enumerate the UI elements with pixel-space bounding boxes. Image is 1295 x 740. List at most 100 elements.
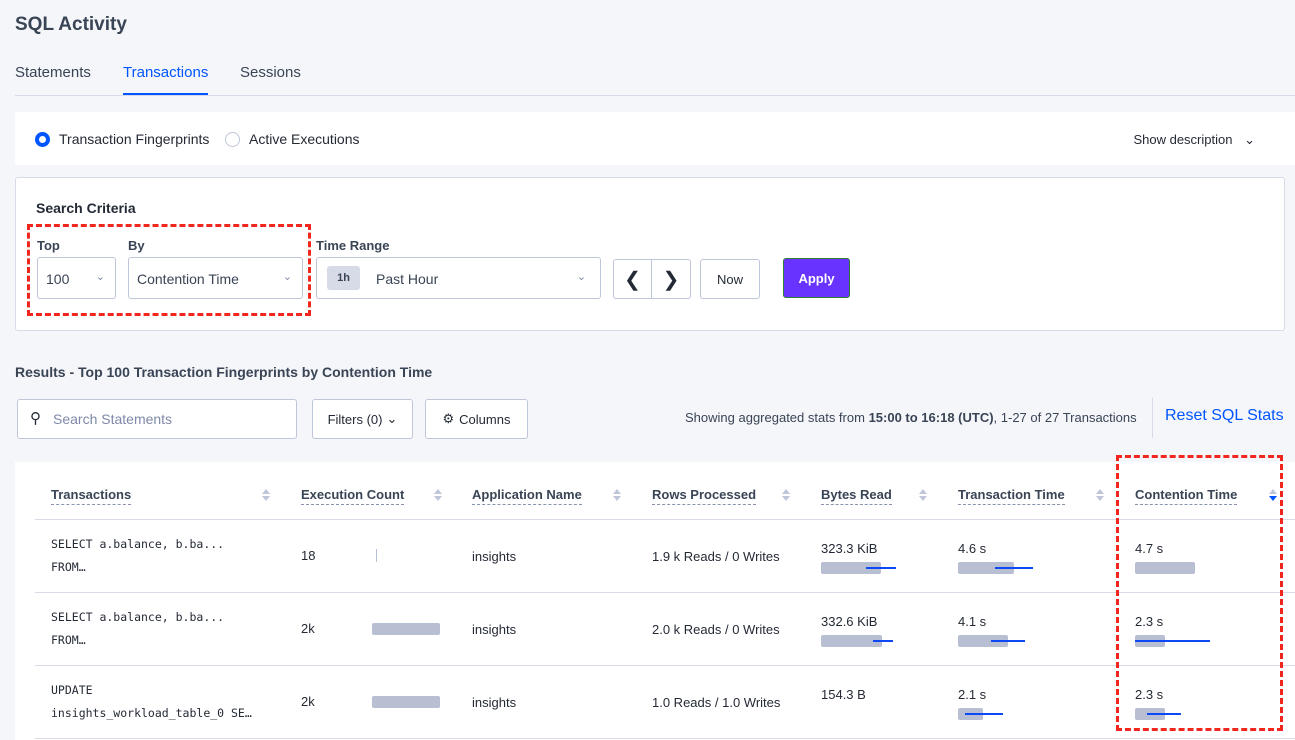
row-divider [35,592,1295,593]
radio-transaction-fingerprints[interactable] [35,132,50,147]
row-divider [35,519,1295,520]
row-divider [35,665,1295,666]
radio-label[interactable]: Transaction Fingerprints [59,131,210,147]
bar-mean [958,562,1014,574]
page-title: SQL Activity [15,14,127,35]
transactions-table [15,462,1295,740]
next-time-button[interactable]: ❯ [651,259,691,299]
sort-descending-icon [1269,496,1277,501]
execution-count: 2k [301,694,315,709]
search-placeholder: Search Statements [53,411,173,427]
bar-deviation [1135,640,1210,642]
highlight-box [27,224,311,316]
top-value: 100 [46,271,70,287]
show-description-label: Show description [1133,132,1233,147]
sort-descending-icon [434,496,442,501]
column-header-transaction-time[interactable]: Transaction Time [958,487,1065,505]
column-header-execution-count[interactable]: Execution Count [301,487,405,505]
time-badge: 1h [327,266,360,290]
sort-ascending-icon [919,489,927,494]
search-criteria-heading: Search Criteria [36,200,136,216]
chevron-down-icon: ⌄ [95,271,105,283]
radio-label[interactable]: Active Executions [249,131,360,147]
columns-label: Columns [459,411,511,427]
sort-descending-icon [1096,496,1104,501]
by-value: Contention Time [137,271,239,287]
time-range-value: Past Hour [376,271,439,287]
bar-deviation [1147,713,1181,715]
search-criteria-panel: Search Criteria Top By Time Range 100 ⌄ C… [15,177,1285,331]
application-name: insights [472,695,517,710]
rows-processed: 2.0 k Reads / 0 Writes [652,622,780,637]
sort-ascending-icon [434,489,442,494]
bar-deviation [991,640,1025,642]
sort-icon[interactable] [919,489,928,503]
application-name: insights [472,549,517,564]
agg-prefix: Showing aggregated stats from [685,410,869,425]
sort-icon[interactable] [613,489,622,503]
sort-icon[interactable] [434,489,443,503]
sort-icon[interactable] [782,489,791,503]
sort-icon[interactable] [262,489,271,503]
tabs-divider [15,95,1295,96]
bar-mean [372,696,440,708]
tab-transactions[interactable]: Transactions [123,64,209,81]
sort-icon[interactable] [1096,489,1105,503]
chevron-left-icon: ❮ [624,268,641,291]
search-input[interactable]: ⚲ Search Statements [17,399,297,439]
view-selector: Transaction Fingerprints Active Executio… [15,112,1295,165]
show-description-toggle[interactable]: Show description ⌄ [1133,132,1255,148]
bar-deviation [866,567,896,569]
tab-sessions[interactable]: Sessions [240,64,301,81]
transaction-text[interactable]: UPDATE [51,683,93,697]
radio-active-executions[interactable] [225,132,240,147]
transaction-time: 2.1 s [958,687,987,702]
time-range-select[interactable]: 1h Past Hour ⌄ [316,257,601,299]
bytes-read: 323.3 KiB [821,541,878,556]
previous-time-button[interactable]: ❮ [613,259,652,299]
bar-mean [821,562,881,574]
column-header-rows-processed[interactable]: Rows Processed [652,487,757,505]
chevron-down-icon: ⌄ [576,271,586,283]
column-header-bytes-read[interactable]: Bytes Read [821,487,892,505]
column-header-transactions[interactable]: Transactions [51,487,132,505]
bar-mean [372,623,440,635]
sort-descending-icon [262,496,270,501]
contention-time: 2.3 s [1135,687,1164,702]
by-select[interactable]: Contention Time ⌄ [128,257,303,299]
highlight-box [1116,455,1283,731]
bar-deviation [995,567,1033,569]
column-header-contention-time[interactable]: Contention Time [1135,487,1238,505]
bytes-read: 332.6 KiB [821,614,878,629]
results-title: Results - Top 100 Transaction Fingerprin… [15,364,433,380]
rows-processed: 1.0 Reads / 1.0 Writes [652,695,781,710]
contention-time: 4.7 s [1135,541,1164,556]
sort-icon[interactable] [1269,489,1278,503]
reset-sql-stats-link[interactable]: Reset SQL Stats [1165,407,1284,424]
chevron-down-icon: ⌄ [386,411,398,426]
now-button[interactable]: Now [700,259,760,299]
sort-descending-icon [919,496,927,501]
sort-ascending-icon [1269,489,1277,494]
filters-button[interactable]: Filters (0) ⌄ [312,399,413,439]
apply-button[interactable]: Apply [783,258,850,298]
bar-deviation [873,640,893,642]
transaction-text-cont[interactable]: FROM… [51,633,86,647]
columns-button[interactable]: ⚙ Columns [425,399,528,439]
bar-deviation [965,713,1003,715]
transaction-text[interactable]: SELECT a.balance, b.ba... [51,537,225,551]
top-select[interactable]: 100 ⌄ [37,257,116,299]
column-header-application-name[interactable]: Application Name [472,487,582,505]
transaction-text-cont[interactable]: FROM… [51,560,86,574]
execution-count: 2k [301,621,315,636]
sort-descending-icon [613,496,621,501]
gear-icon: ⚙ [442,411,455,426]
chevron-right-icon: ❯ [662,268,680,291]
bar-mean [958,635,1008,647]
tab-statements[interactable]: Statements [15,64,91,81]
sort-ascending-icon [262,489,270,494]
transaction-text[interactable]: SELECT a.balance, b.ba... [51,610,225,624]
sort-descending-icon [782,496,790,501]
divider [1152,398,1153,438]
transaction-text-cont[interactable]: insights_workload_table_0 SE… [51,706,252,720]
